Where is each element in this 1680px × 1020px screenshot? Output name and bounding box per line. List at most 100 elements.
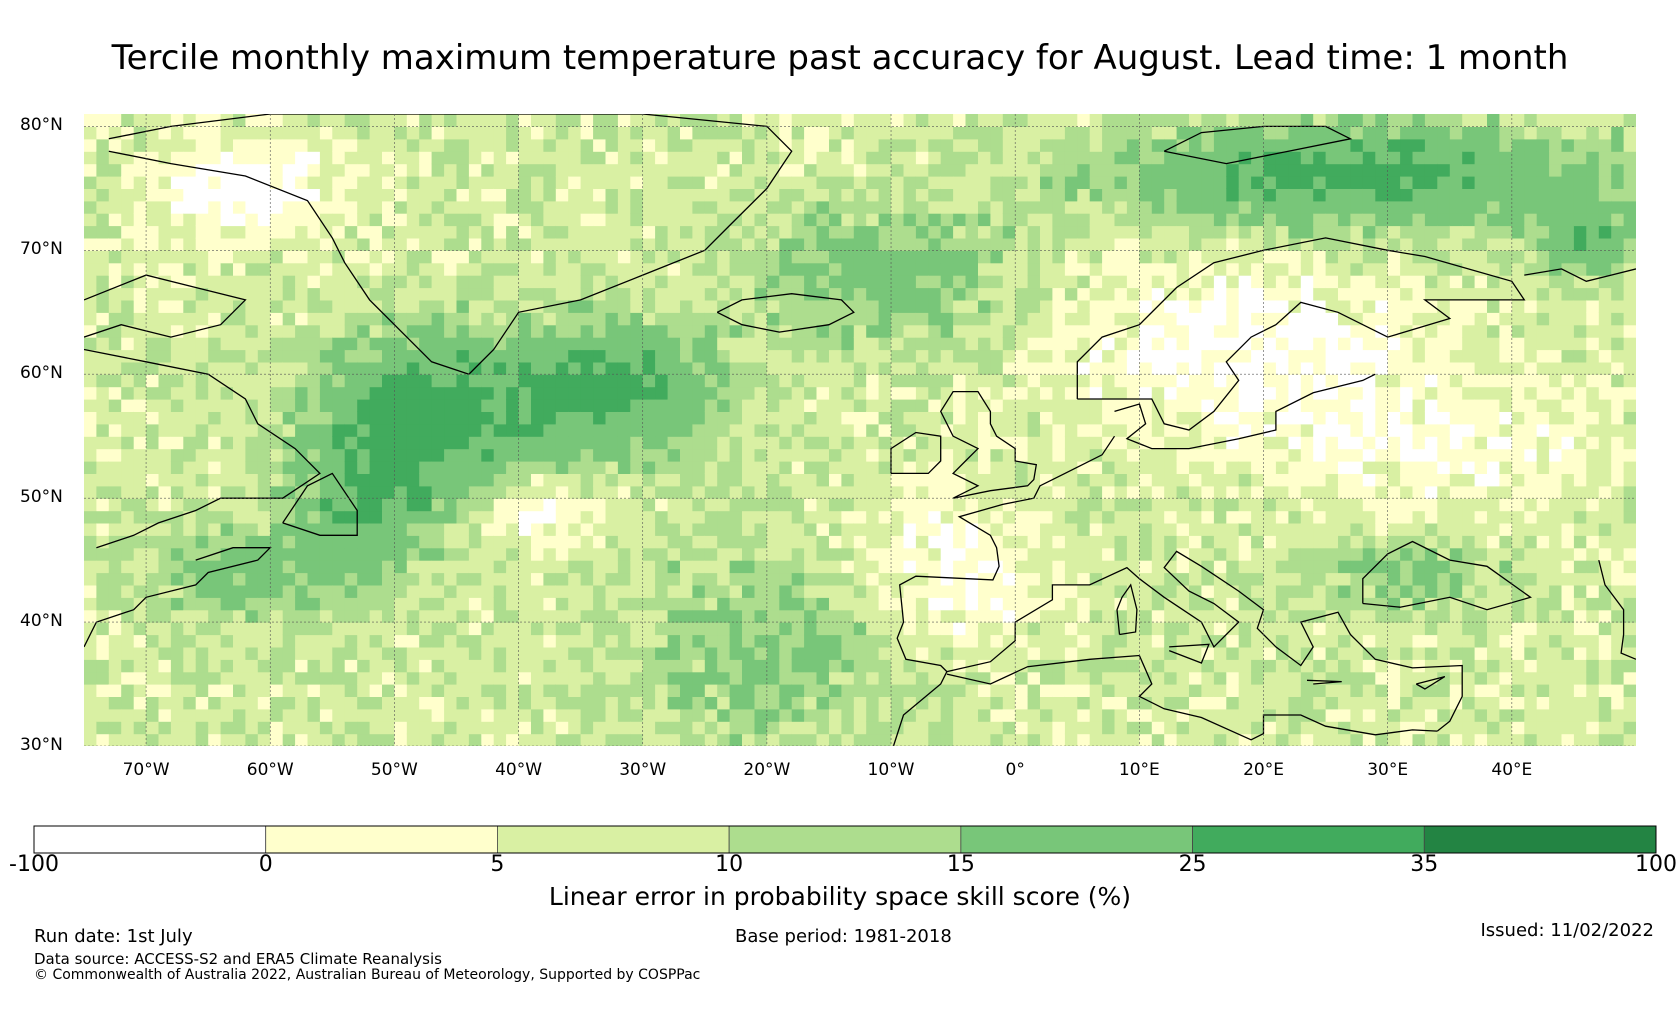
grid-cell <box>1102 634 1116 648</box>
grid-cell <box>568 708 582 722</box>
grid-cell <box>655 213 669 227</box>
grid-cell <box>866 522 880 536</box>
grid-cell <box>382 659 395 673</box>
grid-cell <box>233 423 246 437</box>
grid-cell <box>170 584 184 598</box>
grid-cell <box>593 671 607 685</box>
grid-cell <box>593 622 607 636</box>
grid-cell <box>146 522 160 536</box>
grid-cell <box>233 411 246 425</box>
grid-cell <box>481 262 495 276</box>
grid-cell <box>940 151 954 165</box>
grid-cell <box>953 684 967 697</box>
grid-cell <box>1201 399 1215 412</box>
grid-cell <box>295 349 309 363</box>
grid-cell <box>915 200 929 214</box>
grid-cell <box>853 547 867 561</box>
grid-cell <box>344 188 358 202</box>
grid-cell <box>928 498 942 512</box>
grid-cell <box>1275 126 1289 140</box>
grid-cell <box>791 584 805 598</box>
grid-cell <box>555 337 569 351</box>
grid-cell <box>170 188 184 202</box>
grid-cell <box>195 535 209 549</box>
grid-cell <box>121 287 135 301</box>
grid-cell <box>978 361 991 375</box>
grid-cell <box>1164 312 1178 326</box>
grid-cell <box>742 547 755 561</box>
grid-cell <box>233 386 246 400</box>
grid-cell <box>1213 659 1227 673</box>
grid-cell <box>568 473 582 487</box>
grid-cell <box>133 659 147 673</box>
grid-cell <box>965 188 979 202</box>
grid-cell <box>1114 163 1128 177</box>
grid-cell <box>829 386 842 400</box>
grid-cell <box>1189 411 1202 425</box>
grid-cell <box>1027 262 1041 276</box>
grid-cell <box>1176 485 1190 499</box>
grid-cell <box>195 225 209 239</box>
grid-cell <box>928 436 942 450</box>
grid-cell <box>568 659 582 673</box>
grid-cell <box>444 176 458 189</box>
grid-cell <box>195 473 209 487</box>
grid-cell <box>593 225 607 239</box>
grid-cell <box>829 708 842 722</box>
grid-cell <box>1040 684 1053 697</box>
grid-cell <box>1126 163 1140 177</box>
grid-cell <box>915 138 929 152</box>
grid-cell <box>1189 361 1202 375</box>
grid-cell <box>928 634 942 648</box>
grid-cell <box>990 423 1004 437</box>
grid-cell <box>841 671 855 685</box>
grid-cell <box>704 684 718 697</box>
grid-cell <box>1015 671 1029 685</box>
grid-cell <box>1151 547 1165 561</box>
grid-cell <box>903 659 917 673</box>
grid-cell <box>1288 560 1302 574</box>
grid-cell <box>295 733 309 746</box>
grid-cell <box>1275 436 1289 450</box>
grid-cell <box>270 126 284 140</box>
grid-cell <box>1040 114 1053 127</box>
grid-cell <box>1027 176 1041 189</box>
grid-cell <box>1052 337 1066 351</box>
grid-cell <box>617 473 631 487</box>
grid-cell <box>1139 572 1153 586</box>
grid-cell <box>692 188 706 202</box>
grid-cell <box>1151 622 1165 636</box>
grid-cell <box>1275 721 1289 735</box>
grid-cell <box>406 163 420 177</box>
grid-cell <box>655 126 669 140</box>
grid-cell <box>233 634 246 648</box>
grid-cell <box>630 646 644 660</box>
grid-cell <box>1251 250 1265 264</box>
grid-cell <box>332 151 346 165</box>
grid-cell <box>1126 225 1140 239</box>
grid-cell <box>729 374 743 388</box>
grid-cell <box>146 349 160 363</box>
grid-cell <box>667 684 681 697</box>
grid-cell <box>84 138 97 152</box>
grid-cell <box>903 312 917 326</box>
grid-cell <box>617 721 631 735</box>
grid-cell <box>96 684 110 697</box>
grid-cell <box>506 200 520 214</box>
grid-cell <box>903 176 917 189</box>
grid-cell <box>1226 237 1240 251</box>
grid-cell <box>1052 547 1066 561</box>
grid-cell <box>406 609 420 623</box>
grid-cell <box>1052 312 1066 326</box>
grid-cell <box>1102 671 1116 685</box>
grid-cell <box>1238 609 1252 623</box>
grid-cell <box>1114 349 1128 363</box>
grid-cell <box>518 225 532 239</box>
grid-cell <box>816 138 830 152</box>
grid-cell <box>183 262 197 276</box>
grid-cell <box>419 547 433 561</box>
grid-cell <box>841 176 855 189</box>
grid-cell <box>108 213 122 227</box>
grid-cell <box>729 659 743 673</box>
grid-cell <box>431 733 445 746</box>
